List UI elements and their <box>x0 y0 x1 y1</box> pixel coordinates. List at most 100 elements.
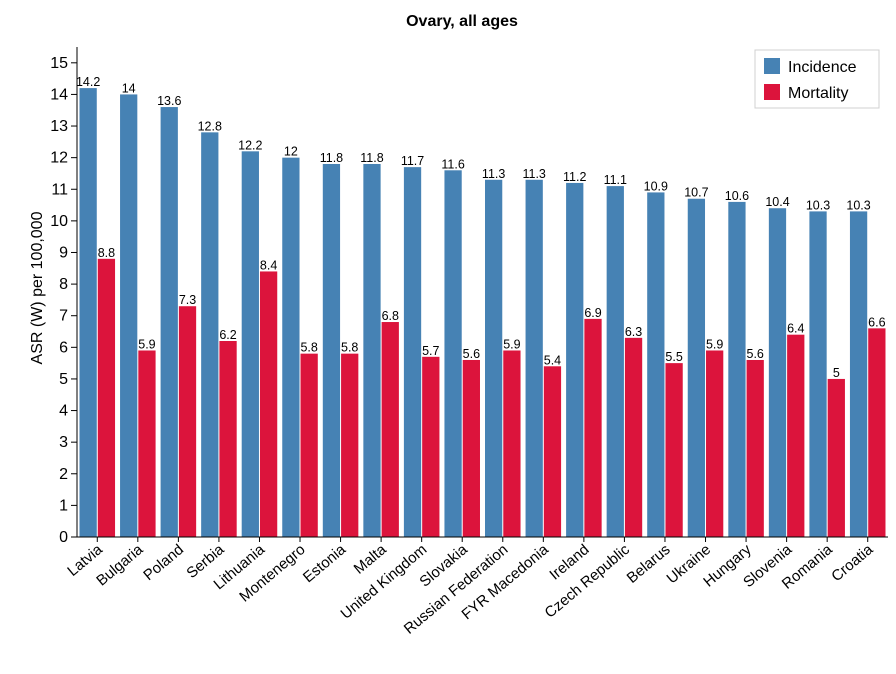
bar-incidence <box>728 201 746 537</box>
x-tick-label: Belarus <box>624 541 674 587</box>
bar-incidence <box>322 163 341 537</box>
data-label-mortality: 8.4 <box>260 258 277 272</box>
data-label-mortality: 6.2 <box>219 328 236 342</box>
data-label-mortality: 5 <box>833 366 840 380</box>
y-tick-label: 6 <box>59 339 68 356</box>
bar-incidence <box>525 179 543 537</box>
bar-incidence <box>849 211 868 537</box>
bar-mortality <box>259 271 278 537</box>
data-label-incidence: 11.8 <box>360 151 383 165</box>
data-label-incidence: 10.6 <box>725 189 749 203</box>
bar-incidence <box>809 211 827 537</box>
data-label-incidence: 11.3 <box>522 167 545 181</box>
bar-incidence <box>241 151 259 537</box>
data-label-mortality: 5.9 <box>138 337 155 351</box>
bar-mortality <box>868 328 886 537</box>
data-label-incidence: 14.2 <box>76 75 100 89</box>
x-tick-label: Estonia <box>300 541 350 587</box>
y-tick-label: 9 <box>59 244 68 261</box>
x-tick-label: Bulgaria <box>93 541 147 590</box>
data-label-incidence: 10.9 <box>644 179 668 193</box>
x-tick-label: Poland <box>140 541 187 584</box>
bar-mortality <box>300 353 318 537</box>
bar-incidence <box>647 192 665 538</box>
bar-mortality <box>219 341 237 537</box>
y-tick-label: 13 <box>50 118 68 135</box>
data-label-mortality: 7.3 <box>179 293 196 307</box>
data-label-incidence: 11.6 <box>441 157 464 171</box>
bar-incidence <box>768 208 787 538</box>
data-label-mortality: 6.9 <box>584 306 601 320</box>
bar-incidence <box>160 107 178 537</box>
data-label-mortality: 6.4 <box>787 322 804 336</box>
data-label-mortality: 5.6 <box>747 347 764 361</box>
data-label-mortality: 8.8 <box>98 246 115 260</box>
y-tick-label: 10 <box>50 213 68 230</box>
bar-mortality <box>584 318 602 537</box>
legend-swatch-mortality <box>764 84 780 100</box>
bars-layer <box>79 88 886 538</box>
bar-mortality <box>624 337 643 537</box>
data-label-incidence: 10.3 <box>846 198 870 212</box>
legend-label-mortality: Mortality <box>788 85 848 102</box>
data-label-incidence: 12 <box>284 145 298 159</box>
data-label-incidence: 11.3 <box>482 167 505 181</box>
bar-mortality <box>422 356 440 537</box>
data-label-mortality: 6.6 <box>868 315 885 329</box>
data-label-mortality: 5.8 <box>300 341 317 355</box>
bar-incidence <box>201 132 219 537</box>
legend: Incidence Mortality <box>754 49 880 109</box>
data-label-mortality: 5.8 <box>341 341 358 355</box>
y-axis-title: ASR (W) per 100,000 <box>29 211 46 364</box>
y-tick-label: 15 <box>50 55 68 72</box>
bar-mortality <box>543 366 562 537</box>
legend-label-incidence: Incidence <box>788 59 857 76</box>
y-tick-label: 7 <box>59 308 68 325</box>
y-tick-label: 1 <box>59 497 68 514</box>
y-tick-label: 14 <box>50 86 68 103</box>
y-tick-label: 8 <box>59 276 68 293</box>
bar-mortality <box>827 378 845 537</box>
y-tick-label: 4 <box>59 403 68 420</box>
data-label-mortality: 5.7 <box>422 344 439 358</box>
bar-incidence <box>485 179 503 537</box>
bar-incidence <box>444 170 462 538</box>
y-tick-label: 3 <box>59 434 68 451</box>
bar-incidence <box>606 186 624 537</box>
data-label-mortality: 5.6 <box>463 347 480 361</box>
y-tick-label: 2 <box>59 466 68 483</box>
data-label-mortality: 5.4 <box>544 353 561 367</box>
data-label-incidence: 12.2 <box>238 138 262 152</box>
bar-mortality <box>746 359 764 537</box>
data-label-mortality: 5.5 <box>665 350 682 364</box>
y-tick-label: 11 <box>51 181 68 198</box>
bar-incidence <box>363 163 381 537</box>
bar-incidence <box>79 88 97 537</box>
data-label-incidence: 10.4 <box>765 195 789 209</box>
bar-mortality <box>706 350 724 537</box>
data-label-incidence: 11.7 <box>401 154 424 168</box>
y-tick-label: 5 <box>59 371 68 388</box>
data-label-incidence: 10.7 <box>684 186 708 200</box>
data-label-mortality: 6.8 <box>382 309 399 323</box>
bar-mortality <box>341 353 359 537</box>
x-tick-label: Croatia <box>828 541 876 586</box>
bar-mortality <box>97 258 116 537</box>
bar-incidence <box>403 167 422 537</box>
bar-incidence <box>282 157 300 537</box>
data-label-incidence: 13.6 <box>157 94 181 108</box>
data-label-incidence: 14 <box>122 81 136 95</box>
y-tick-label: 12 <box>50 150 68 167</box>
bar-incidence <box>566 182 584 537</box>
bar-mortality <box>787 334 805 537</box>
bar-incidence <box>120 94 138 538</box>
y-tick-label: 0 <box>59 529 68 546</box>
bar-mortality <box>381 322 399 537</box>
data-label-mortality: 6.3 <box>625 325 642 339</box>
data-label-incidence: 10.3 <box>806 198 830 212</box>
data-label-mortality: 5.9 <box>706 337 723 351</box>
bar-mortality <box>138 350 156 537</box>
bar-mortality <box>503 350 521 537</box>
